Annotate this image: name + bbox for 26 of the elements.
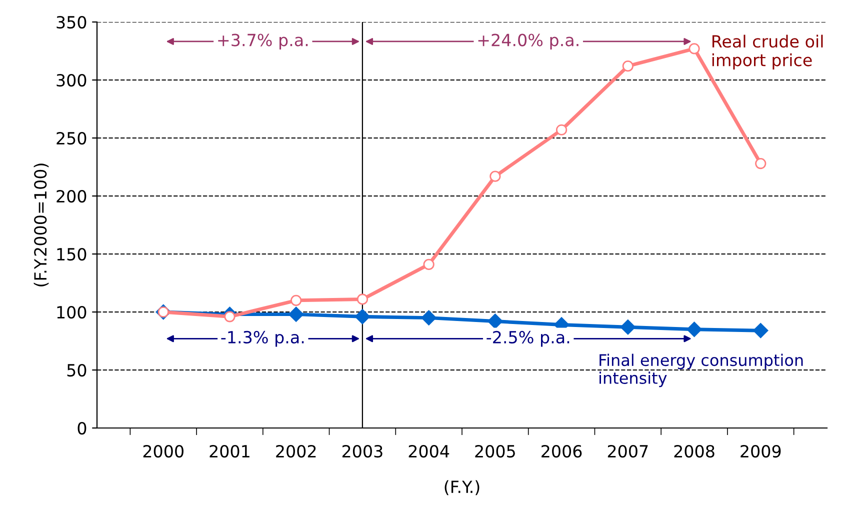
y-tick-label: 100 bbox=[57, 306, 86, 319]
x-tick-label: 2006 bbox=[542, 444, 582, 458]
x-tick-label: 2005 bbox=[475, 444, 515, 458]
annotation: +3.7% p.a. bbox=[218, 34, 308, 50]
series-label: Real crude oil import price bbox=[712, 34, 823, 70]
x-tick-label: 2008 bbox=[674, 444, 714, 458]
y-tick-label: 350 bbox=[56, 16, 86, 29]
y-tick-label: 0 bbox=[78, 422, 86, 435]
annotation: +24.0% p.a. bbox=[478, 34, 578, 50]
y-tick-label: 150 bbox=[57, 248, 86, 261]
series-label: Final energy consumption intensity bbox=[600, 354, 803, 388]
x-tick-label: 2009 bbox=[740, 444, 781, 458]
annotation: -1.3% p.a. bbox=[221, 330, 304, 347]
x-tick-label: 2007 bbox=[608, 444, 648, 458]
y-tick-label: 50 bbox=[67, 364, 86, 377]
y-tick-label: 300 bbox=[56, 74, 86, 87]
x-tick-label: 2003 bbox=[342, 444, 382, 458]
y-axis-title: (F.Y.2000=100) bbox=[34, 164, 49, 286]
x-tick-label: 2002 bbox=[276, 444, 316, 458]
x-axis-title: (F.Y.) bbox=[444, 480, 480, 496]
annotation: -2.5% p.a. bbox=[486, 330, 570, 347]
y-tick-label: 250 bbox=[56, 132, 86, 145]
x-tick-label: 2004 bbox=[408, 444, 450, 458]
y-tick-label: 200 bbox=[56, 190, 86, 203]
x-tick-label: 2001 bbox=[210, 444, 250, 458]
x-tick-label: 2000 bbox=[143, 444, 184, 458]
